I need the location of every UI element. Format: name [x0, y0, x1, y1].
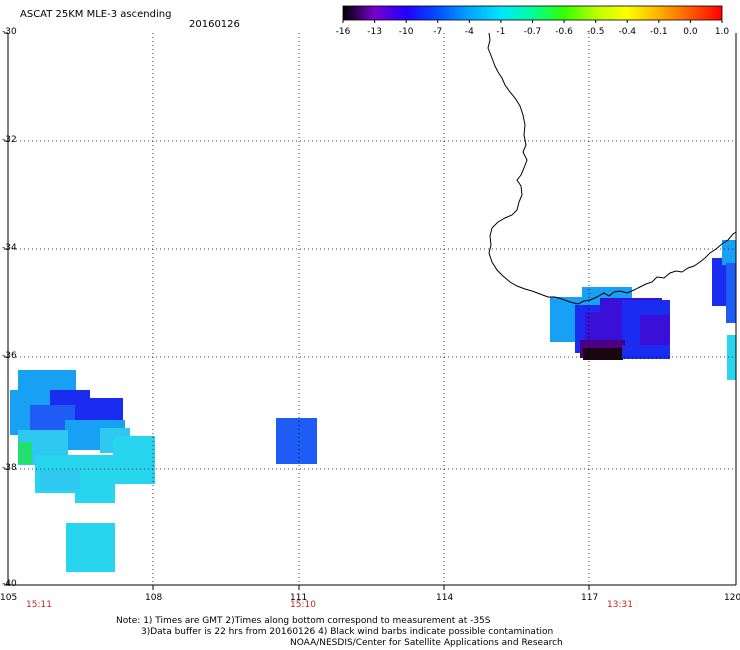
wind-swath-cells: [10, 240, 736, 572]
swath-cell: [622, 345, 670, 359]
swath-cell: [722, 240, 736, 265]
swath-cell: [276, 418, 317, 464]
lon-label-111: 111: [290, 593, 308, 603]
swath-cell: [18, 442, 32, 464]
colorbar-label: -13: [367, 27, 382, 37]
colorbar-label: -16: [335, 27, 351, 37]
note-line-1: Note: 1) Times are GMT 2)Times along bot…: [116, 616, 491, 626]
figure-date: 20160126: [189, 19, 240, 30]
figure-title: ASCAT 25KM MLE-3 ascending: [20, 9, 172, 20]
colorbar-label: -0.1: [650, 27, 668, 37]
lon-label-114: 114: [436, 593, 454, 603]
lon-label-108: 108: [145, 593, 163, 603]
time-label-3: 13:31: [607, 600, 633, 610]
colorbar: [342, 5, 723, 23]
lon-label-117: 117: [581, 593, 599, 603]
swath-cell: [727, 335, 736, 380]
swath-cell: [113, 436, 155, 484]
lat-label-34: -34: [2, 243, 17, 253]
colorbar-label: 1.0: [714, 27, 730, 37]
colorbar-label: 0.0: [683, 27, 698, 37]
swath-cell: [10, 390, 30, 435]
map-frame: [4, 32, 737, 590]
time-label-1: 15:11: [26, 600, 52, 610]
swath-cell: [75, 480, 115, 503]
lat-label-38: -38: [2, 463, 17, 473]
colorbar-label: -10: [398, 27, 414, 37]
swath-cell: [66, 523, 115, 572]
note-line-3: NOAA/NESDIS/Center for Satellite Applica…: [290, 638, 563, 648]
coastline: [487, 32, 737, 305]
map-grid: [8, 33, 736, 585]
swath-cell: [726, 263, 736, 323]
colorbar-label: -4: [464, 27, 474, 37]
swath-cell: [585, 312, 625, 342]
colorbar-label: -0.6: [555, 27, 573, 37]
colorbar-label: -1: [496, 27, 506, 37]
swath-cell: [640, 315, 670, 345]
lat-label-32: -32: [2, 135, 17, 145]
lat-label-36: -36: [2, 351, 17, 361]
lon-label-120: 120: [724, 593, 740, 603]
colorbar-label: -0.7: [523, 27, 542, 37]
colorbar-gradient: [342, 5, 723, 21]
colorbar-label: -0.4: [618, 27, 637, 37]
swath-cell: [40, 470, 80, 490]
colorbar-label: -0.5: [586, 27, 605, 37]
time-label-2: 15:10: [290, 600, 316, 610]
lat-label-40: -40: [2, 579, 17, 589]
lat-label-30: -30: [2, 27, 17, 37]
lon-label-105: 105: [0, 593, 18, 603]
note-line-2: 3)Data buffer is 22 hrs from 20160126 4)…: [141, 627, 554, 637]
colorbar-label: -7: [433, 27, 443, 37]
